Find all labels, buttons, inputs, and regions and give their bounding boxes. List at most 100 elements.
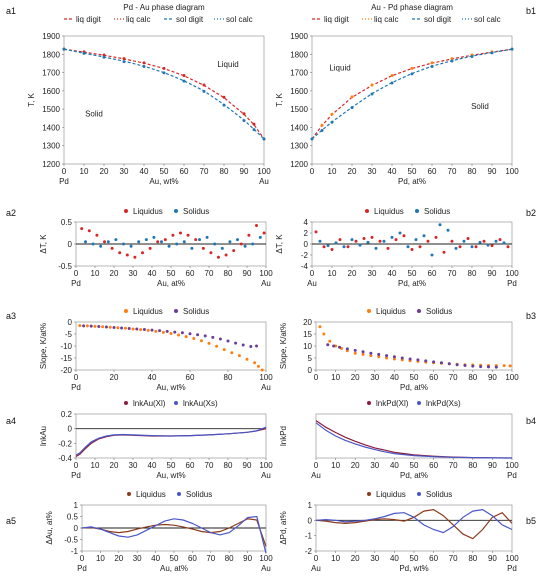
x-tick-label: 30 <box>129 269 138 278</box>
data-point <box>442 250 446 254</box>
data-point <box>99 244 103 248</box>
data-point <box>390 81 394 85</box>
data-point <box>330 248 334 251</box>
data-point <box>466 237 470 240</box>
x-tick-label: 70 <box>449 554 458 563</box>
plot-frame <box>315 413 513 459</box>
data-point <box>129 244 133 248</box>
legend-entry: lnkPd(Xs) <box>426 399 461 408</box>
x-end-label-left: Pd <box>71 471 81 480</box>
x-tick-label: 100 <box>505 373 519 382</box>
x-tick-label: 70 <box>448 167 457 176</box>
series-1 <box>318 223 506 257</box>
legend-entry: lnkAu(Xl) <box>133 399 166 408</box>
chart-a3: a3 Liquidus Solidus 0 20 40 60 80 100 -20 -15 -10 -5… <box>6 307 273 392</box>
x-tick-label: 90 <box>488 373 497 382</box>
series-line <box>81 518 267 547</box>
data-point <box>479 365 483 369</box>
x-tick-label: 0 <box>310 269 315 278</box>
chart-a1: a1 Pd - Au phase diagram liq digit liq calc… <box>6 3 271 186</box>
legend-marker <box>124 309 128 313</box>
panel-label: b3 <box>526 311 536 321</box>
data-point <box>78 324 82 328</box>
series-0 <box>311 48 513 140</box>
annotation: Solid <box>471 102 489 111</box>
x-axis-label: Pd, at% <box>400 471 428 480</box>
x-tick-label: 90 <box>488 269 497 278</box>
x-tick-label: 100 <box>505 167 519 176</box>
x-tick-label: 10 <box>91 461 100 470</box>
data-point <box>202 83 206 87</box>
data-point <box>463 363 467 367</box>
legend-marker <box>415 209 419 213</box>
x-end-label-left: Pd <box>59 177 69 186</box>
data-point <box>148 246 152 250</box>
data-point <box>361 352 365 356</box>
data-point <box>255 224 258 228</box>
data-point <box>234 341 238 345</box>
legend-marker <box>177 492 181 496</box>
data-point <box>103 240 106 244</box>
data-point <box>199 339 203 343</box>
chart-a4: a4 lnkAu(Xl) lnkAu(Xs) 0 10 20 30 40 50 60 70 80 90 1… <box>6 399 273 480</box>
data-point <box>338 238 342 242</box>
y-axis-label: Slope, K/at% <box>39 323 48 369</box>
plot-frame <box>315 504 513 552</box>
x-tick-label: 70 <box>205 269 214 278</box>
data-point <box>116 326 120 330</box>
series-2 <box>63 48 265 140</box>
y-tick-label: 1 <box>74 501 79 510</box>
series-line <box>315 508 513 540</box>
data-point <box>198 238 201 242</box>
data-point <box>471 364 475 368</box>
legend-entry: Solidus <box>426 307 452 316</box>
data-point <box>192 337 196 341</box>
y-tick-label: 4 <box>304 218 309 227</box>
x-tick-label: 80 <box>468 461 477 470</box>
data-point <box>222 95 226 99</box>
data-point <box>252 128 256 132</box>
data-point <box>430 65 434 69</box>
legend-marker <box>174 401 178 405</box>
series-0 <box>81 518 267 547</box>
y-tick-label: -2 <box>305 547 313 556</box>
data-point <box>118 251 122 255</box>
x-tick-label: 90 <box>488 461 497 470</box>
x-tick-label: 30 <box>370 461 379 470</box>
data-point <box>350 106 354 110</box>
x-tick-label: 80 <box>220 167 229 176</box>
chart-b4: b4 lnkPd(Xl) lnkPd(Xs) 0 10 20 30 40 50 60 70 80 90 1… <box>279 399 536 480</box>
x-tick-label: 80 <box>468 554 477 563</box>
x-tick-label: 100 <box>505 554 519 563</box>
data-point <box>382 239 386 243</box>
legend-entry: liq calc <box>126 15 150 24</box>
chart-b1: b1 Au - Pd phase diagram liq digit liq calc… <box>275 3 536 186</box>
x-tick-label: 100 <box>259 554 273 563</box>
data-point <box>338 345 342 349</box>
data-point <box>180 331 184 335</box>
data-point <box>486 365 490 369</box>
data-point <box>85 324 89 328</box>
y-tick-label: -0.5 <box>64 536 78 545</box>
data-point <box>494 365 498 369</box>
data-point <box>177 333 181 337</box>
x-tick-label: 40 <box>388 269 397 278</box>
y-tick-label: -10 <box>60 342 72 351</box>
data-point <box>439 361 443 365</box>
x-tick-label: 0 <box>74 461 79 470</box>
x-end-label-right: Au <box>259 177 269 186</box>
data-point <box>222 103 226 107</box>
x-tick-label: 70 <box>206 554 215 563</box>
x-tick-label: 70 <box>449 373 458 382</box>
series-line <box>63 48 265 140</box>
y-tick-label: -0.4 <box>58 454 72 463</box>
series-1 <box>315 508 513 534</box>
legend-entry: liq calc <box>374 15 398 24</box>
data-point <box>318 239 322 243</box>
x-tick-label: 30 <box>370 554 379 563</box>
x-tick-label: 10 <box>328 167 337 176</box>
data-point <box>173 330 177 334</box>
legend-entry: sol calc <box>474 15 501 24</box>
data-point <box>251 242 255 246</box>
y-tick-label: -4 <box>301 262 309 271</box>
